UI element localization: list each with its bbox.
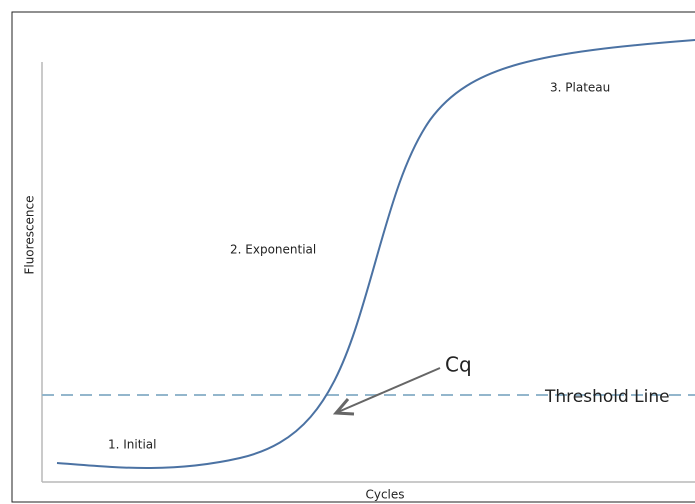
phase-label: 3. Plateau bbox=[550, 81, 610, 95]
threshold-label: Threshold Line bbox=[544, 387, 670, 407]
cq-arrowhead bbox=[332, 398, 355, 416]
y-axis-label: Fluorescence bbox=[23, 195, 37, 274]
x-axis-label: Cycles bbox=[365, 488, 404, 502]
phase-label: 2. Exponential bbox=[230, 243, 316, 257]
cq-label: Cq bbox=[445, 353, 472, 377]
cq-arrow bbox=[337, 367, 441, 413]
frame bbox=[11, 11, 695, 503]
amplification-curve bbox=[56, 39, 695, 469]
phase-label: 1. Initial bbox=[108, 438, 156, 452]
